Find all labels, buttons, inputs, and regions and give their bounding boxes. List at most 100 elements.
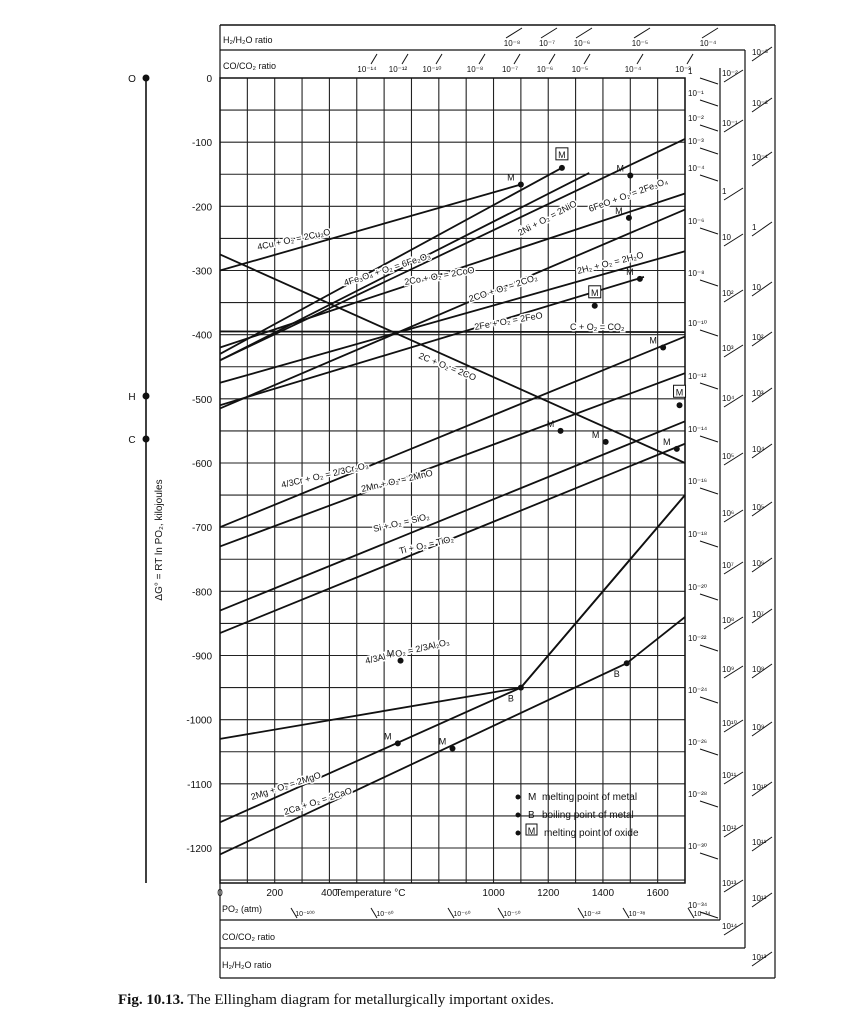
y-tick-label: -1200 <box>186 844 212 855</box>
right-scale-co-tickmark <box>723 879 744 893</box>
right-scale-h2-tick: 10² <box>752 333 764 342</box>
right-scale-po2-tickmark <box>699 748 719 756</box>
legend-dot <box>515 794 521 800</box>
transition-point <box>623 660 630 667</box>
transition-point <box>397 657 404 664</box>
y-tick-label: -400 <box>192 331 212 342</box>
y-tick-label: -200 <box>192 202 212 213</box>
right-scale-po2-tick: 10⁻¹⁴ <box>688 425 708 434</box>
reaction-line <box>219 494 686 740</box>
legend-box <box>525 823 538 836</box>
right-scale-h2-tick: 10³ <box>752 389 764 398</box>
reaction-line <box>219 330 686 334</box>
transition-mark: M <box>439 737 447 747</box>
top-scale-co-tick: 10⁻⁴ <box>625 65 642 74</box>
top-scale-h2-tickmark <box>505 27 523 39</box>
transition-point <box>676 402 683 409</box>
top-scale-h2-tick: 10⁻⁴ <box>700 39 717 48</box>
right-scale-po2-tickmark <box>699 644 719 652</box>
right-scale-co-tick: 10 <box>722 233 731 242</box>
x-tick-label: 1200 <box>537 888 560 899</box>
right-scale-h2-tick: 10⁴ <box>752 445 765 454</box>
top-scale-co-tickmark <box>370 53 378 65</box>
legend-symbol: M <box>528 792 536 803</box>
x-tick-label: 0 <box>217 888 223 899</box>
transition-mark: M <box>617 164 625 174</box>
reaction-label: 2CO + O₂ = 2CO₂ <box>468 272 540 304</box>
bottom-scale-po2-tickmark <box>290 907 298 919</box>
bottom-scale-h2-label: H₂/H₂O ratio <box>222 960 272 970</box>
right-scale-po2-tickmark <box>699 911 719 919</box>
bottom-scale-po2-tickmark <box>577 907 585 919</box>
right-scale-po2-tick: 10⁻²⁶ <box>688 738 707 747</box>
transition-mark: M <box>649 336 657 346</box>
top-scale-h2-tickmark <box>701 27 719 39</box>
reaction-line <box>219 138 686 362</box>
right-scale-co-tickmark <box>723 452 744 466</box>
right-scale-po2-tickmark <box>699 174 719 182</box>
reaction-line <box>219 250 686 384</box>
right-scale-po2-tick: 10⁻⁴ <box>688 164 705 173</box>
bottom-scale-po2-tickmark <box>497 907 505 919</box>
y-tick-label: -1100 <box>187 780 212 791</box>
figure-number: Fig. 10.13. <box>118 992 184 1008</box>
right-scale-co-tickmark <box>723 824 744 838</box>
right-scale-po2-tickmark <box>699 227 719 235</box>
right-scale-co-tickmark <box>723 289 744 303</box>
legend-text: boiling point of metal <box>542 810 634 821</box>
right-scale-co-tickmark <box>723 119 744 133</box>
right-scale-co-tickmark <box>723 616 744 630</box>
reaction-line <box>219 192 686 349</box>
right-scale-po2-tick: 10⁻¹⁶ <box>688 477 707 486</box>
transition-mark: M <box>615 206 623 216</box>
left-scale-label: O <box>128 74 136 85</box>
right-scale-h2-tickmark <box>751 443 773 459</box>
bottom-scale-po2-tick: 10⁻⁸⁰ <box>376 910 393 918</box>
right-scale-h2-tick: 10⁹ <box>752 723 764 732</box>
figure-caption-text: The Ellingham diagram for metallurgicall… <box>187 992 555 1008</box>
legend-text: melting point of metal <box>542 792 637 803</box>
right-scale-h2-tickmark <box>751 221 773 237</box>
right-scale-co-tick: 10³ <box>722 344 734 353</box>
y-tick-label: -1000 <box>186 716 212 727</box>
right-scale-h2-tickmark <box>751 97 773 113</box>
top-scale-co-tick: 10⁻⁶ <box>537 65 553 74</box>
figure-caption: Fig. 10.13. The Ellingham diagram for me… <box>118 992 554 1009</box>
y-tick-label: -700 <box>192 523 212 534</box>
bottom-scale-po2-tickmark <box>622 907 630 919</box>
right-scale-po2-tickmark <box>699 279 719 287</box>
right-scale-po2-tickmark <box>699 435 719 443</box>
top-scale-co-tickmark <box>435 53 443 65</box>
legend-dot <box>515 812 521 818</box>
transition-point <box>660 344 667 351</box>
right-scale-po2-tickmark <box>699 696 719 704</box>
top-scale-h2-tick: 10⁻⁷ <box>539 39 555 48</box>
right-scale-po2-tickmark <box>699 800 719 808</box>
reaction-line <box>219 420 686 612</box>
top-scale-h2-tickmark <box>633 27 651 39</box>
x-tick-label: 1600 <box>647 888 670 899</box>
left-scale-point <box>142 392 150 400</box>
right-scale-co-tick: 10⁸ <box>722 616 734 625</box>
right-scale-po2-tickmark <box>699 852 719 860</box>
right-scale-po2-tick: 10⁻³⁴ <box>688 901 708 910</box>
top-scale-co-tick: 10⁻³ <box>675 65 691 74</box>
right-scale-h2-tick: 10⁻² <box>752 99 768 108</box>
bottom-scale-po2-tick: 10⁻⁶⁰ <box>453 910 470 918</box>
transition-point <box>602 438 609 445</box>
oxide-melting-box <box>588 285 602 299</box>
reaction-label: Ti + O₂ = TiO₂ <box>398 534 455 556</box>
right-scale-h2-tickmark <box>751 501 773 517</box>
bottom-scale-po2-tickmark <box>447 907 455 919</box>
right-scale-po2-tickmark <box>699 487 719 495</box>
right-scale-h2-tick: 10¹¹ <box>752 838 767 847</box>
top-scale-co-tick: 10⁻⁵ <box>572 65 588 74</box>
transition-point <box>517 181 524 188</box>
top-scale-co-tickmark <box>401 53 409 65</box>
reaction-label: 4/3Al + O₂ = 2/3Al₂O₃ <box>364 637 451 666</box>
transition-mark: M <box>387 649 395 659</box>
right-scale-h2-tick: 10¹³ <box>752 953 767 962</box>
transition-mark: M <box>626 267 634 277</box>
transition-mark: M <box>547 419 555 429</box>
bottom-scale-po2-tickmark <box>370 907 378 919</box>
